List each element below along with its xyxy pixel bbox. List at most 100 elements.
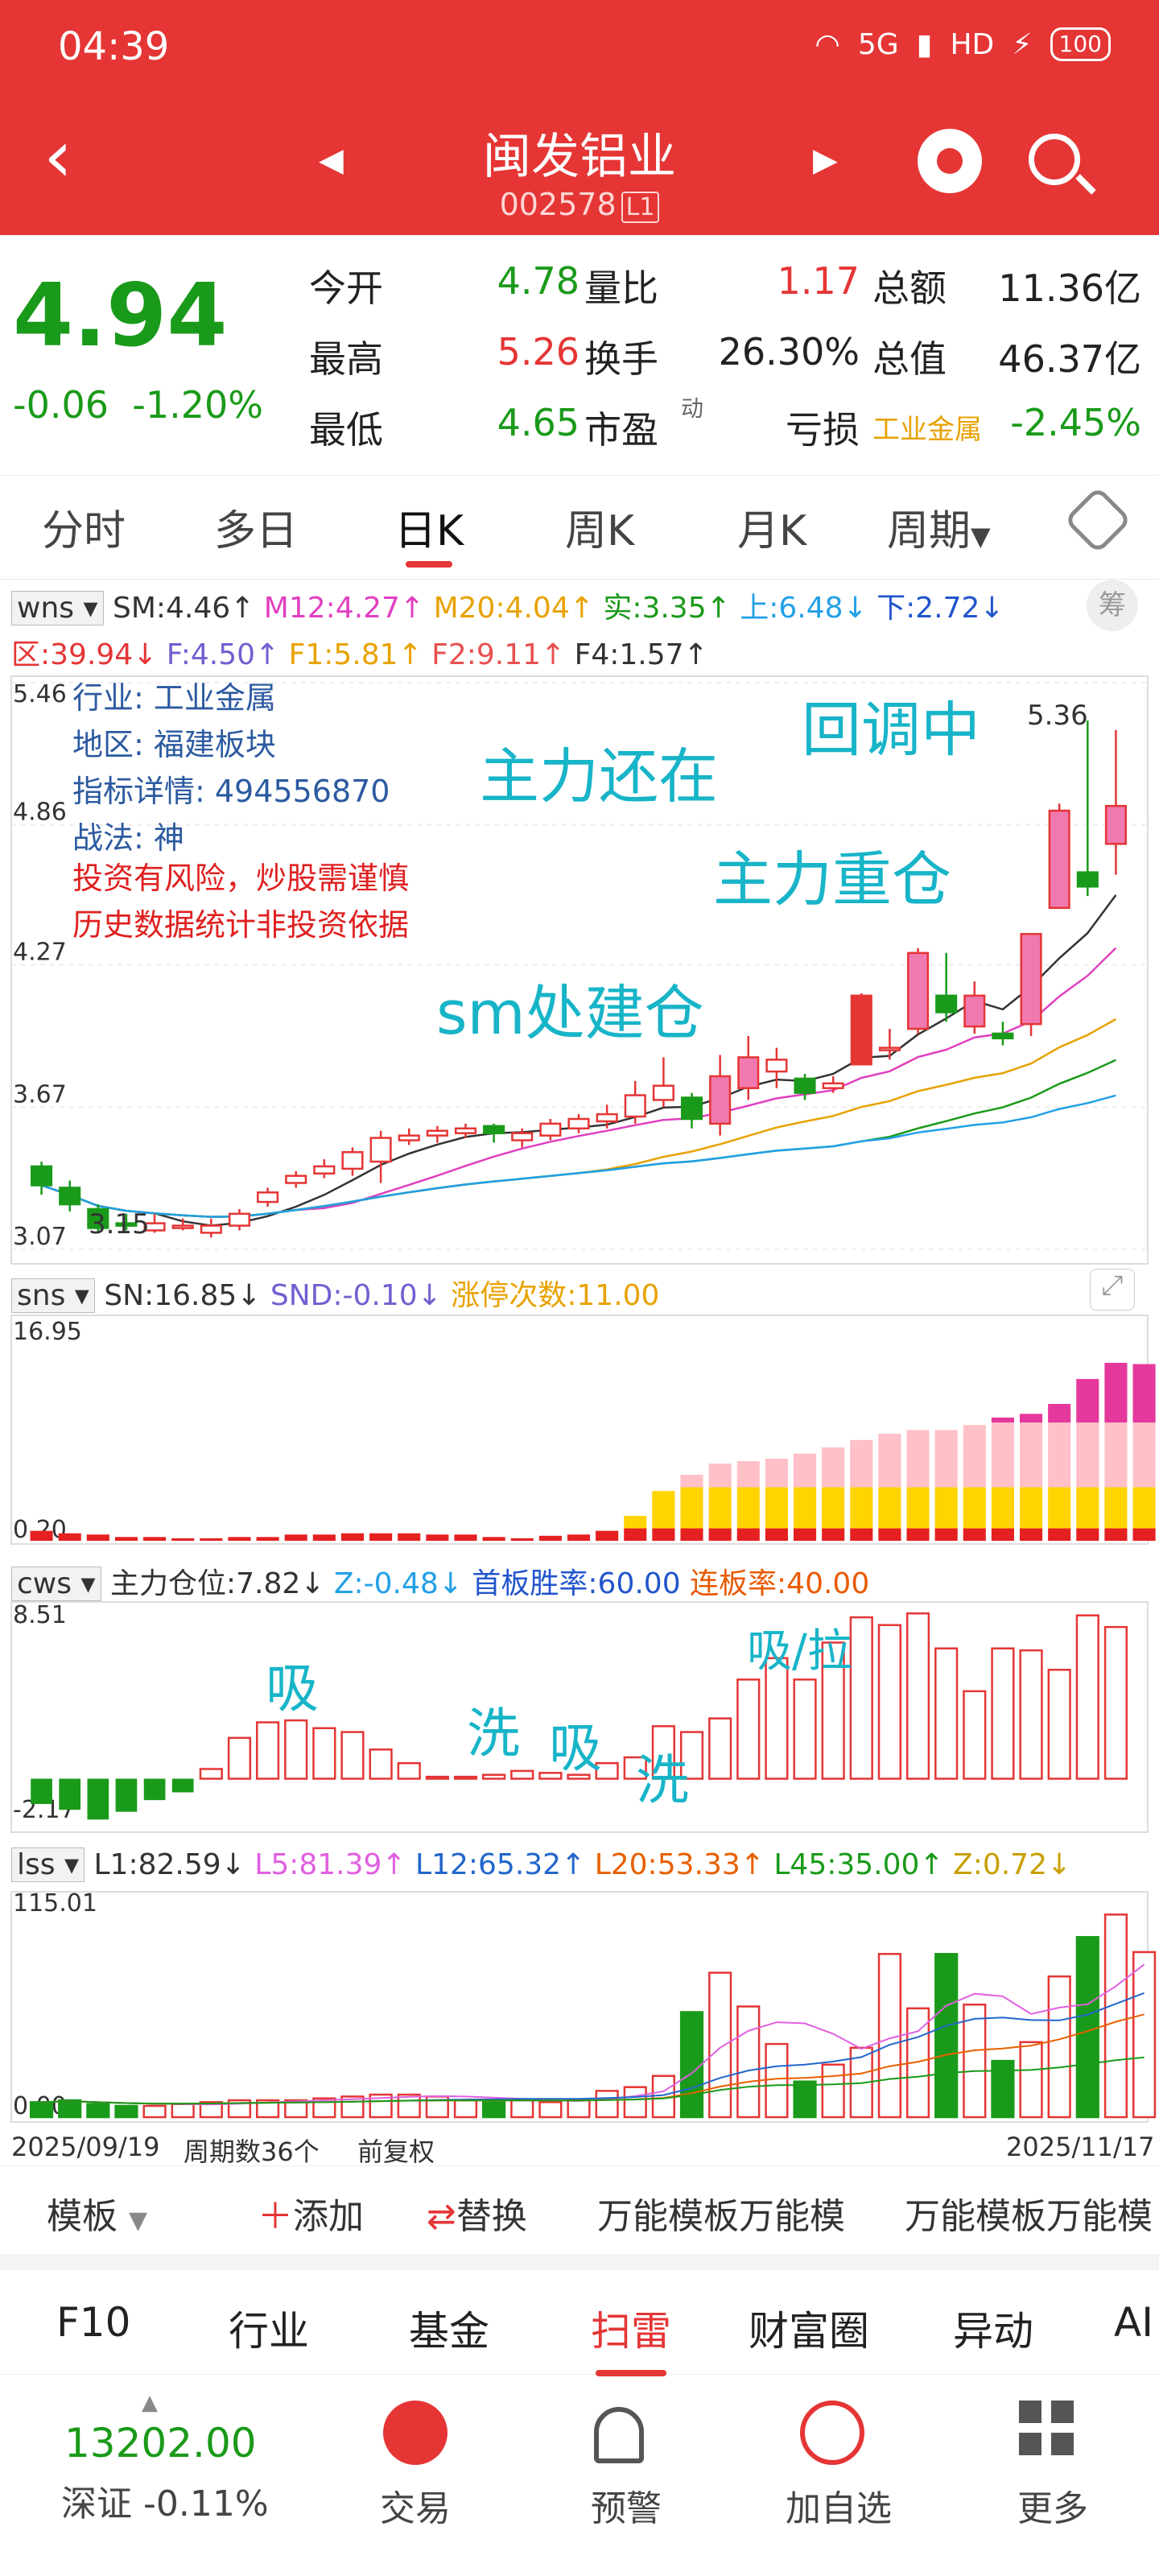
index-value[interactable]: 13202.00 bbox=[64, 2420, 257, 2467]
grid-more-icon[interactable] bbox=[1019, 2401, 1083, 2465]
candle bbox=[652, 1084, 674, 1101]
next-stock-icon[interactable]: ▶ bbox=[813, 142, 838, 179]
nav-trade[interactable]: 交易 bbox=[380, 2488, 451, 2529]
prev-stock-icon[interactable]: ◀ bbox=[319, 142, 344, 179]
lss-bar bbox=[114, 2104, 138, 2119]
change-value: -0.06 bbox=[13, 383, 109, 427]
btab-community[interactable]: 财富圈 bbox=[749, 2308, 869, 2355]
sns-bar bbox=[822, 1487, 845, 1529]
stock-code: 002578 L1 bbox=[0, 187, 1159, 223]
sns-bar bbox=[850, 1439, 873, 1488]
wns-legend: wns ▾ SM:4.46↑ M12:4.27↑ M20:4.04↑ 实:3.3… bbox=[11, 584, 1004, 626]
template-chip-1[interactable]: 万能模板万能模 bbox=[597, 2196, 845, 2237]
btab-ai[interactable]: AI bbox=[1114, 2299, 1153, 2346]
quote-value: 46.37亿 bbox=[998, 337, 1141, 381]
sns-bar bbox=[765, 1458, 788, 1488]
btab-fund[interactable]: 基金 bbox=[409, 2308, 489, 2355]
nav-add-watchlist[interactable]: 加自选 bbox=[786, 2488, 892, 2529]
sns-bar bbox=[30, 1530, 53, 1541]
sns-value: SND:-0.10↓ bbox=[261, 1279, 442, 1312]
btab-f10[interactable]: F10 bbox=[56, 2299, 131, 2346]
tab-weekly-k[interactable]: 周K bbox=[565, 507, 635, 555]
info-tabs: F10 行业 基金 扫雷 财富圈 异动 AI bbox=[0, 2270, 1159, 2376]
lss-name: lss bbox=[17, 1848, 56, 1881]
lss-value: L45:35.00↑ bbox=[764, 1848, 944, 1881]
sns-bar bbox=[1076, 1487, 1099, 1529]
sns-bar bbox=[1048, 1422, 1071, 1488]
index-name[interactable]: 深证 -0.11% bbox=[61, 2483, 269, 2524]
sns-bar bbox=[1076, 1422, 1099, 1488]
sns-bar bbox=[1104, 1528, 1128, 1541]
robot-assistant-icon[interactable] bbox=[918, 129, 982, 193]
sns-bar bbox=[680, 1475, 703, 1488]
back-icon[interactable]: ‹ bbox=[43, 114, 72, 199]
sns-bar bbox=[312, 1534, 336, 1541]
cws-bar bbox=[934, 1647, 959, 1780]
sns-bar bbox=[369, 1533, 393, 1541]
chart-info-line: 战法: 神 bbox=[72, 820, 184, 856]
status-icons: ◠ 5G ▮ HD ⚡ 100 bbox=[815, 27, 1111, 61]
template-label: 模板 bbox=[47, 2196, 118, 2237]
cws-bar bbox=[255, 1721, 280, 1780]
lss-value: Z:0.72↓ bbox=[943, 1848, 1072, 1881]
sns-bar bbox=[793, 1453, 817, 1488]
tab-daily-k[interactable]: 日K bbox=[394, 497, 464, 568]
expand-icon[interactable]: ⤢ bbox=[1090, 1269, 1135, 1311]
add-button[interactable]: ＋添加 bbox=[258, 2187, 364, 2239]
lss-bar bbox=[369, 2093, 393, 2119]
btab-risk-scan[interactable]: 扫雷 bbox=[591, 2299, 671, 2376]
lss-bar bbox=[199, 2101, 223, 2119]
candle bbox=[1076, 871, 1099, 888]
sns-bar bbox=[765, 1487, 788, 1529]
ma-line bbox=[41, 894, 1117, 1227]
sns-selector[interactable]: sns ▾ bbox=[11, 1278, 95, 1313]
cws-bar bbox=[143, 1778, 166, 1801]
sns-bar bbox=[878, 1434, 901, 1488]
lss-bar bbox=[1075, 1936, 1099, 2119]
nav-alert[interactable]: 预警 bbox=[591, 2488, 662, 2529]
cws-ymax: 8.51 bbox=[13, 1601, 67, 1629]
tab-intraday[interactable]: 分时 bbox=[42, 507, 126, 555]
lss-value: L5:81.39↑ bbox=[245, 1848, 406, 1881]
sns-bar bbox=[510, 1538, 534, 1541]
replace-button[interactable]: ⇄替换 bbox=[427, 2187, 527, 2239]
cws-bar bbox=[991, 1647, 1015, 1780]
sns-bar bbox=[963, 1425, 986, 1488]
chip-distribution-button[interactable]: 筹 bbox=[1087, 580, 1138, 631]
sns-bar bbox=[200, 1538, 223, 1541]
cws-selector[interactable]: cws ▾ bbox=[11, 1567, 101, 1601]
candle bbox=[709, 1075, 732, 1125]
template-chip-2[interactable]: 万能模板万能模 bbox=[905, 2196, 1153, 2237]
candle bbox=[567, 1117, 590, 1130]
quote-value: -2.45% bbox=[1010, 401, 1141, 444]
tab-period[interactable]: 周期▼ bbox=[887, 497, 991, 557]
quote-value: 26.30% bbox=[718, 330, 860, 374]
candle bbox=[1020, 932, 1042, 1026]
btab-movement[interactable]: 异动 bbox=[953, 2308, 1033, 2355]
nav-more[interactable]: 更多 bbox=[1017, 2488, 1088, 2529]
cws-bar bbox=[623, 1756, 647, 1780]
trade-icon[interactable] bbox=[383, 2401, 448, 2465]
lss-bar bbox=[736, 2005, 761, 2119]
tab-multi-day[interactable]: 多日 bbox=[214, 507, 299, 555]
tab-monthly-k[interactable]: 月K bbox=[737, 507, 807, 555]
template-dropdown[interactable]: 模板 ▼ bbox=[47, 2187, 147, 2239]
period-tabs: 分时 多日 日K 周K 月K 周期▼ bbox=[0, 475, 1159, 580]
wns-selector[interactable]: wns ▾ bbox=[11, 591, 104, 625]
template-bar: 模板 ▼ ＋添加 ⇄替换 万能模板万能模 万能模板万能模 bbox=[0, 2165, 1159, 2254]
bell-icon[interactable] bbox=[594, 2407, 644, 2463]
sns-bar bbox=[567, 1534, 591, 1541]
btab-industry[interactable]: 行业 bbox=[229, 2308, 309, 2355]
search-icon[interactable] bbox=[1029, 134, 1080, 185]
y-tick-label: 5.46 bbox=[13, 680, 67, 708]
lss-selector[interactable]: lss ▾ bbox=[11, 1847, 85, 1882]
network-label: 5G bbox=[857, 27, 899, 61]
sns-bar bbox=[1020, 1414, 1043, 1423]
quote-value: 4.65 bbox=[497, 401, 580, 444]
sns-bar bbox=[228, 1537, 251, 1541]
cws-bar bbox=[736, 1678, 761, 1780]
add-watchlist-icon[interactable] bbox=[800, 2401, 864, 2465]
sns-bar bbox=[1132, 1528, 1156, 1541]
